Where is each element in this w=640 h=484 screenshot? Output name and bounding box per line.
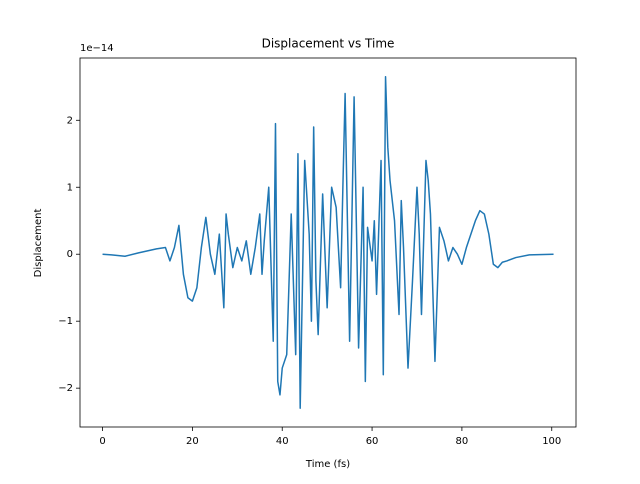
axes-frame	[79, 57, 577, 428]
x-tick-label: 20	[186, 436, 199, 447]
y-tick-label: 1	[67, 182, 73, 193]
y-tick-label: −1	[58, 316, 73, 327]
x-tick-label: 80	[456, 436, 469, 447]
y-tick-label: 0	[67, 249, 73, 260]
x-tick-label: 40	[276, 436, 289, 447]
x-axis-label: Time (fs)	[305, 459, 350, 470]
line-series	[102, 76, 554, 409]
x-tick-label: 60	[366, 436, 379, 447]
y-axis-label: Displacement	[33, 209, 44, 278]
chart-title: Displacement vs Time	[262, 37, 395, 51]
x-tick-label: 0	[99, 436, 105, 447]
y-tick-label: −2	[58, 383, 73, 394]
y-offset-label: 1e−14	[80, 43, 114, 54]
y-tick-label: 2	[67, 115, 73, 126]
x-tick-label: 100	[542, 436, 561, 447]
